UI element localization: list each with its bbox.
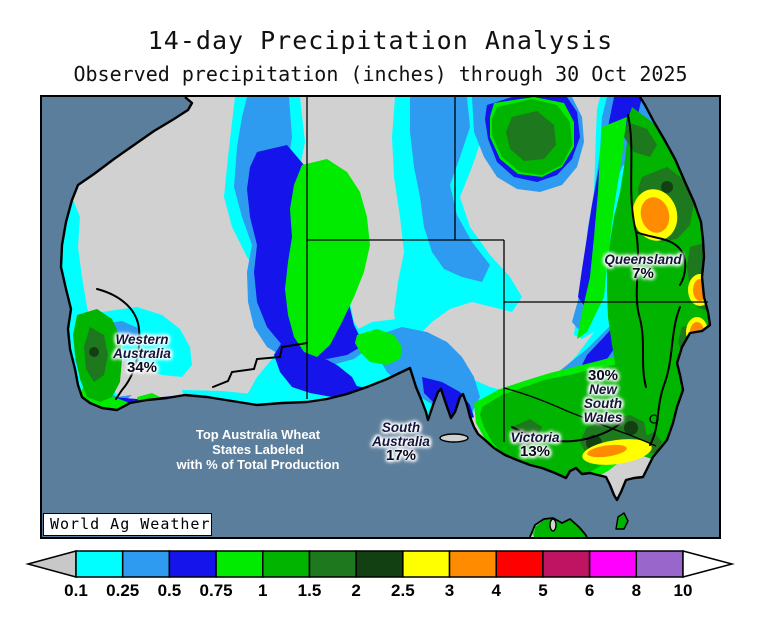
colorbar-tick: 2 (351, 581, 360, 600)
region-label-victoria: Victoria 13% (495, 430, 575, 460)
australia-precipitation-map: Western Australia 34% South Australia 17… (40, 95, 721, 539)
colorbar-tick: 1.5 (298, 581, 322, 600)
colorbar-tick: 3 (445, 581, 454, 600)
colorbar-tick: 1 (258, 581, 267, 600)
colorbar-tick: 0.1 (64, 581, 88, 600)
colorbar-tick: 10 (674, 581, 693, 600)
colorbar-above-max-arrow (682, 550, 735, 578)
region-name: Queensland (604, 252, 682, 267)
colorbar-segment (168, 550, 217, 578)
colorbar-below-min-arrow (25, 550, 77, 578)
colorbar-segment (588, 550, 638, 578)
colorbar-segment (635, 550, 684, 578)
region-name: South Australia (372, 420, 430, 449)
note-line: Top Australia Wheat (195, 427, 321, 442)
colorbar-tick: 5 (538, 581, 547, 600)
colorbar-segment (542, 550, 591, 578)
colorbar-segment (402, 550, 451, 578)
note-line: States Labeled (212, 442, 304, 457)
colorbar-segment (215, 550, 264, 578)
state-borders (306, 97, 708, 447)
colorbar-segment (448, 550, 497, 578)
note-line: with % of Total Production (176, 457, 340, 472)
region-label-new-south-wales: 30% New South Wales (576, 367, 630, 425)
region-percent: 13% (519, 443, 551, 460)
colorbar-segment (75, 550, 124, 578)
colorbar-segment (262, 550, 311, 578)
region-name: Western Australia (113, 332, 171, 361)
region-name: New South Wales (583, 382, 623, 425)
watermark-box: World Ag Weather (43, 513, 212, 536)
colorbar-tick: 0.5 (158, 581, 182, 600)
map-canvas (42, 97, 719, 537)
colorbar-segment (121, 550, 171, 578)
region-label-queensland: Queensland 7% (588, 252, 698, 282)
page-title: 14-day Precipitation Analysis (147, 26, 614, 55)
colorbar-tick: 6 (585, 581, 594, 600)
district-boundaries (96, 114, 687, 446)
region-label-south-australia: South Australia 17% (363, 420, 439, 464)
colorbar-tick: 2.5 (391, 581, 415, 600)
colorbar-segment (355, 550, 404, 578)
precipitation-shading (61, 97, 710, 537)
colorbar-tick: 8 (632, 581, 641, 600)
map-note: Top Australia Wheat States Labeled with … (158, 427, 358, 472)
region-percent: 7% (632, 265, 654, 282)
precipitation-colorbar: 0.1 0.25 0.5 0.75 1 1.5 2 2.5 3 4 5 6 8 10 (0, 543, 761, 603)
colorbar-tick: 0.75 (200, 581, 233, 600)
page-subtitle: Observed precipitation (inches) through … (73, 62, 688, 86)
colorbar-segment (308, 550, 357, 578)
region-percent: 34% (126, 359, 158, 376)
colorbar-tick: 4 (491, 581, 501, 600)
colorbar-segment (495, 550, 544, 578)
region-percent: 17% (385, 447, 417, 464)
region-label-western-australia: Western Australia 34% (95, 332, 189, 376)
colorbar-tick: 0.25 (106, 581, 139, 600)
coastline (59, 97, 712, 537)
region-name: Victoria (510, 430, 560, 445)
region-percent: 30% (587, 367, 619, 384)
